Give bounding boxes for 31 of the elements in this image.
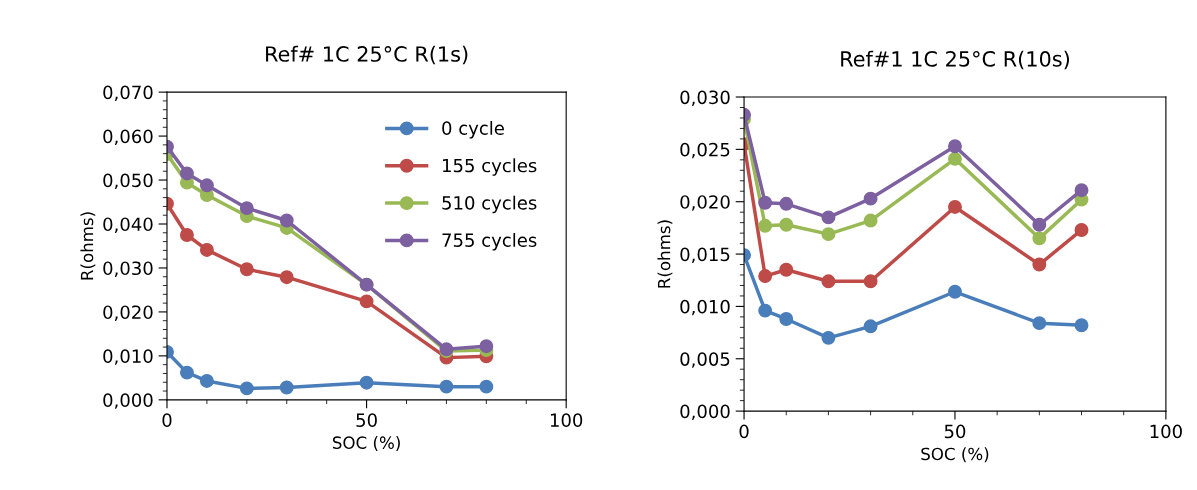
legend-label: 0 cycle — [442, 121, 504, 139]
y-tick-label: 0,010 — [680, 299, 730, 316]
x-axis-title: SOC (%) — [921, 447, 989, 463]
y-tick-label: 0,050 — [103, 173, 153, 189]
y-tick-label: 0,030 — [680, 90, 730, 106]
x-tick-label: 0 — [739, 424, 749, 439]
y-tick-label: 0,005 — [680, 352, 730, 368]
x-axis-title: SOC (%) — [332, 436, 400, 451]
y-axis-title: R(ohms) — [80, 212, 96, 280]
y-tick-label: 0,025 — [680, 142, 730, 159]
y-tick-label: 0,000 — [103, 393, 153, 409]
y-tick-label: 0,060 — [103, 129, 153, 146]
y-tick-label: 0,020 — [103, 305, 153, 321]
x-tick-label: 100 — [1150, 424, 1182, 439]
x-tick-label: 0 — [162, 413, 172, 428]
x-tick-label: 100 — [550, 413, 583, 428]
y-tick-label: 0,010 — [103, 349, 153, 365]
y-tick-label: 0,000 — [680, 404, 730, 421]
legend-label: 755 cycles — [442, 233, 537, 251]
y-tick-label: 0,030 — [103, 261, 153, 277]
y-tick-label: 0,070 — [103, 85, 153, 102]
chart-title: Ref# 1C 25°C R(1s) — [266, 45, 468, 65]
legend-label: 155 cycles — [443, 158, 537, 176]
chart-title: Ref#1 1C 25°C R(10s) — [841, 50, 1069, 70]
x-tick-label: 50 — [944, 424, 966, 439]
y-tick-label: 0,020 — [680, 195, 730, 211]
y-tick-label: 0,015 — [680, 247, 730, 264]
y-tick-label: 0,040 — [103, 217, 153, 233]
y-axis-title: R(ohms) — [657, 220, 673, 288]
x-tick-label: 50 — [356, 413, 377, 428]
legend-label: 510 cycles — [442, 195, 537, 214]
